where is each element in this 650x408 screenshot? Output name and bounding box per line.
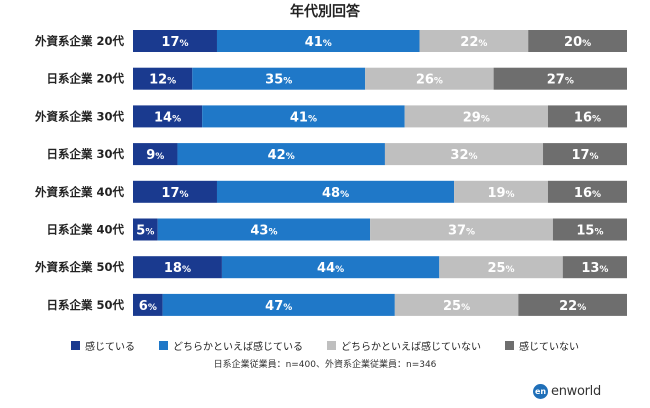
data-label: 20%	[564, 35, 591, 50]
data-label: 5%	[136, 224, 154, 239]
legend-label: どちらかといえば感じている	[173, 342, 303, 353]
data-label: 14%	[154, 110, 181, 125]
bar-segment	[221, 256, 440, 279]
category-label: 外資系企業 40代	[34, 185, 125, 199]
bar-segment	[547, 105, 627, 128]
data-label: 17%	[161, 186, 188, 201]
data-label: 37%	[448, 224, 475, 239]
legend-swatch	[159, 341, 168, 350]
data-label: 29%	[463, 110, 490, 125]
data-label: 6%	[139, 299, 157, 314]
data-label: 19%	[487, 186, 514, 201]
bar-segment	[547, 180, 627, 203]
category-label: 外資系企業 50代	[34, 260, 125, 274]
logo-mark-icon: en	[533, 384, 548, 399]
bar-segment	[370, 218, 553, 241]
bar-segment	[404, 105, 548, 128]
bar-segment	[384, 143, 544, 166]
data-label: 9%	[146, 148, 164, 163]
data-label: 16%	[574, 110, 601, 125]
bar-segment	[454, 180, 548, 203]
category-label: 日系企業 50代	[46, 298, 124, 312]
bar-segment	[528, 30, 627, 52]
bar-segment	[365, 67, 494, 90]
data-label: 41%	[305, 35, 332, 50]
legend-swatch	[505, 341, 514, 350]
bar-segment	[133, 256, 222, 279]
bar-segment	[552, 218, 627, 241]
data-label: 12%	[149, 73, 176, 88]
data-label: 44%	[317, 261, 344, 276]
legend-item: 感じている	[71, 338, 135, 353]
data-label: 17%	[571, 148, 598, 163]
legend-swatch	[71, 341, 80, 350]
bar-segment	[439, 256, 563, 279]
bar-segment	[419, 30, 529, 52]
data-label: 17%	[161, 35, 188, 50]
data-label: 25%	[443, 299, 470, 314]
bar-segment	[133, 293, 163, 316]
chart-title: 年代別回答	[290, 4, 360, 20]
category-label: 日系企業 20代	[46, 72, 124, 86]
bar-segment	[192, 67, 366, 90]
data-label: 16%	[574, 186, 601, 201]
sample-size-note: 日系企業従業員：n=400、外資系企業従業員：n=346	[213, 360, 437, 370]
chart-legend: 感じている どちらかといえば感じている どちらかといえば感じていない 感じていない	[0, 338, 650, 353]
bar-segment	[394, 293, 519, 316]
bar-segment	[216, 30, 420, 52]
data-label: 27%	[547, 73, 574, 88]
data-label: 41%	[290, 110, 317, 125]
bar-segment	[216, 180, 455, 203]
bar-segment	[133, 180, 217, 203]
bar-segment	[518, 293, 627, 316]
bar-segment	[133, 67, 193, 90]
legend-item: 感じていない	[505, 338, 579, 353]
bar-segment	[162, 293, 395, 316]
category-label: 日系企業 40代	[46, 223, 124, 237]
bar-segment	[133, 105, 203, 128]
bar-segment	[177, 143, 385, 166]
bar-segment	[493, 67, 627, 90]
data-label: 42%	[268, 148, 295, 163]
logo-text: enworld	[551, 384, 601, 399]
bar-segment	[202, 105, 405, 128]
data-label: 32%	[450, 148, 477, 163]
enworld-logo: en enworld	[533, 384, 601, 399]
legend-swatch	[327, 341, 336, 350]
data-label: 13%	[581, 261, 608, 276]
legend-label: 感じている	[85, 342, 135, 353]
legend-label: 感じていない	[519, 342, 579, 353]
data-label: 15%	[576, 224, 603, 239]
category-label: 日系企業 30代	[46, 147, 124, 161]
bar-segment	[562, 256, 627, 279]
bar-segment	[133, 218, 158, 241]
bar-segment	[133, 143, 178, 166]
data-label: 47%	[265, 299, 292, 314]
data-label: 18%	[164, 261, 191, 276]
category-label: 外資系企業 20代	[34, 34, 125, 48]
data-label: 22%	[460, 35, 487, 50]
bar-segment	[133, 30, 217, 52]
data-label: 43%	[250, 224, 277, 239]
legend-item: どちらかといえば感じていない	[327, 338, 481, 353]
legend-item: どちらかといえば感じている	[159, 338, 303, 353]
bar-segment	[543, 143, 627, 166]
data-label: 48%	[322, 186, 349, 201]
data-label: 26%	[416, 73, 443, 88]
data-label: 25%	[487, 261, 514, 276]
legend-label: どちらかといえば感じていない	[341, 342, 481, 353]
data-label: 22%	[559, 299, 586, 314]
data-label: 35%	[265, 73, 292, 88]
bar-segment	[157, 218, 371, 241]
category-label: 外資系企業 30代	[34, 109, 125, 123]
